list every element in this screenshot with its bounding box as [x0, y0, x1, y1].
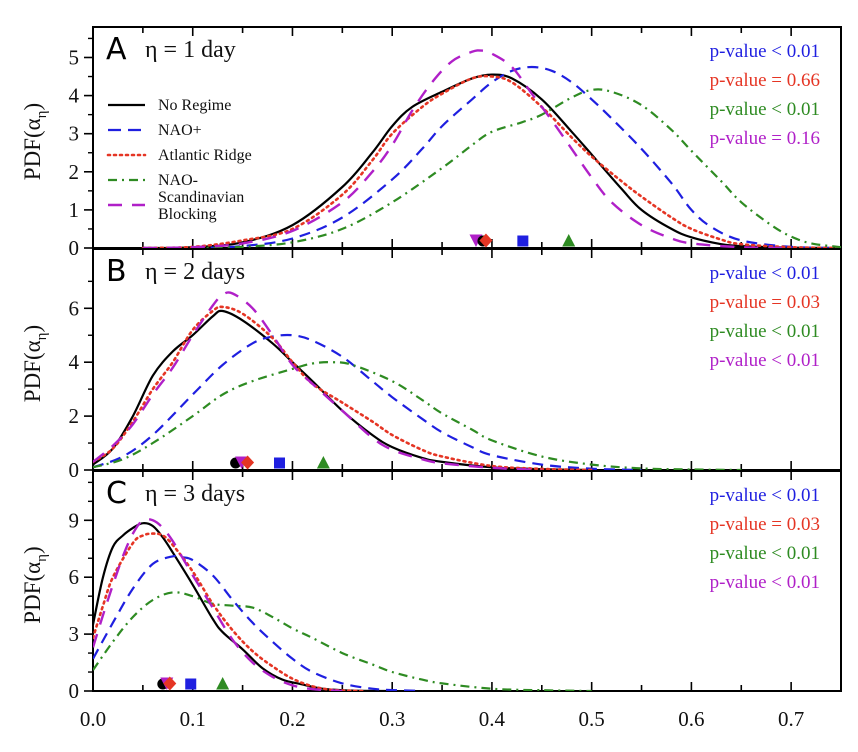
series-group [93, 291, 742, 470]
y-tick-label: 2 [69, 404, 80, 428]
panel-title: η = 1 day [145, 37, 236, 63]
p-value-label: p-value < 0.01 [710, 543, 820, 564]
marker-nao_minus [216, 677, 230, 690]
p-value-label: p-value = 0.66 [710, 70, 820, 91]
series-line-nao_plus [93, 554, 423, 691]
p-value-label: p-value < 0.01 [710, 485, 820, 506]
x-axis-tick-labels: 0.0 0.1 0.2 0.3 0.4 0.5 0.6 0.7 [80, 707, 804, 731]
y-tick-label: 6 [69, 296, 80, 320]
y-tick-label: 6 [69, 565, 80, 589]
p-value-label: p-value = 0.03 [710, 292, 820, 313]
p-value-label: p-value = 0.16 [710, 128, 820, 149]
series-line-scand_blocking [93, 517, 343, 691]
y-tick-label: 0 [69, 236, 80, 260]
series-line-nao_plus [192, 65, 841, 248]
marker-atlantic_ridge [479, 233, 493, 248]
p-value-label: p-value < 0.01 [710, 350, 820, 371]
series-line-nao_minus [93, 591, 592, 691]
y-tick-label: 1 [69, 198, 80, 222]
marker-nao_plus [185, 678, 197, 690]
legend-label-scand_blocking: Blocking [158, 206, 217, 223]
p-value-label: p-value < 0.01 [710, 41, 820, 62]
series-line-nao_minus [93, 361, 742, 470]
panel-title: η = 3 days [145, 481, 245, 507]
marker-atlantic_ridge [163, 676, 177, 691]
marker-nao_plus [517, 235, 529, 247]
x-tick-label: 0.6 [678, 707, 704, 731]
y-tick-label: 3 [69, 122, 80, 146]
y-tick-label: 3 [69, 622, 80, 646]
x-tick-label: 0.5 [579, 707, 605, 731]
x-tick-label: 0.1 [180, 707, 206, 731]
panel-c: 0 3 6 9 PDF(αη) C η = 3 days p-value < 0.01 p-va… [20, 470, 842, 703]
legend-label-scand_blocking: Scandinavian [158, 189, 244, 206]
series-line-scand_blocking [142, 49, 792, 248]
y-axis-label: PDF(αη) [20, 103, 50, 180]
p-value-label: p-value < 0.01 [710, 321, 820, 342]
panel-b: 0 2 4 6 PDF(αη) B η = 2 days p-value < 0.01 p-va… [20, 248, 842, 482]
legend-label-nao_plus: NAO+ [158, 122, 202, 139]
y-axis-label: PDF(αη) [20, 546, 50, 623]
series-line-no_regime [93, 309, 592, 470]
legend-label-no_regime: No Regime [158, 97, 231, 114]
y-tick-label: 9 [69, 508, 80, 532]
legend-label-atlantic_ridge: Atlantic Ridge [158, 147, 252, 164]
y-tick-label: 0 [69, 458, 80, 482]
plot-frame [92, 470, 842, 692]
panel-letter: C [106, 476, 127, 511]
y-tick-label: 2 [69, 160, 80, 184]
marker-atlantic_ridge [241, 455, 255, 470]
x-tick-label: 0.2 [279, 707, 305, 731]
p-value-label: p-value < 0.01 [710, 572, 820, 593]
series-line-no_regime [93, 522, 393, 691]
series-line-no_regime [142, 73, 841, 248]
x-tick-label: 0.7 [778, 707, 804, 731]
legend-label-nao_minus: NAO- [158, 172, 198, 189]
panel-a: 0 1 2 3 4 5 PDF(αη) A η = 1 day p-value < 0.01 p-v… [20, 26, 842, 260]
series-group [141, 49, 841, 248]
p-value-label: p-value < 0.01 [710, 99, 820, 120]
series-line-atlantic_ridge [93, 305, 593, 470]
panel-title: η = 2 days [145, 259, 245, 285]
marker-nao_minus [562, 234, 576, 247]
y-tick-label: 0 [69, 679, 80, 703]
x-tick-label: 0.0 [80, 707, 106, 731]
marker-nao_plus [274, 457, 286, 469]
series-line-nao_minus [192, 88, 841, 248]
y-tick-label: 4 [69, 350, 80, 374]
panel-letter: A [106, 32, 127, 67]
series-line-scand_blocking [93, 291, 542, 470]
y-axis-label: PDF(αη) [20, 325, 50, 402]
series-line-atlantic_ridge [141, 74, 841, 248]
y-tick-label: 5 [69, 45, 80, 69]
panel-letter: B [106, 254, 127, 289]
series-line-atlantic_ridge [93, 532, 364, 691]
marker-nao_minus [316, 456, 330, 469]
y-tick-label: 4 [69, 84, 80, 108]
legend: No Regime NAO+ Atlantic Ridge NAO-Scandinav… [106, 97, 252, 223]
series-line-nao_plus [93, 333, 642, 470]
p-value-label: p-value < 0.01 [710, 263, 820, 284]
p-value-label: p-value = 0.03 [710, 514, 820, 535]
x-tick-label: 0.4 [479, 707, 506, 731]
series-group [93, 517, 592, 691]
x-tick-label: 0.3 [379, 707, 405, 731]
